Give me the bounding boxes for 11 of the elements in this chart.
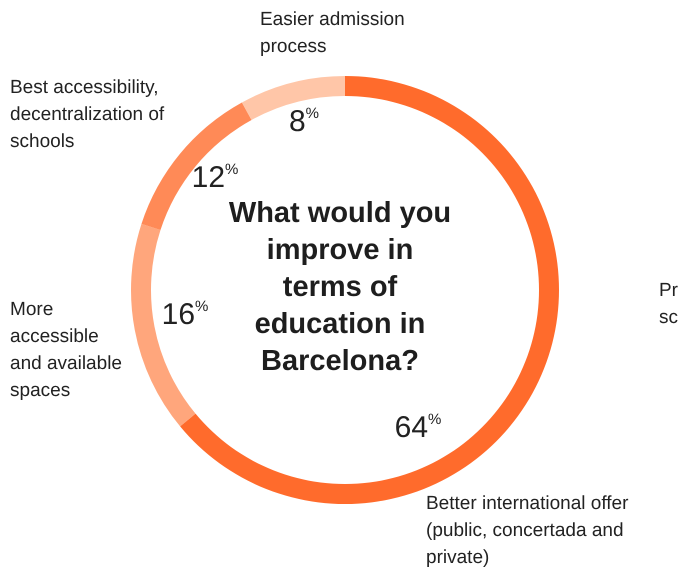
- data-label: 12%: [190, 160, 240, 196]
- data-label: 64%: [394, 410, 442, 446]
- text: Pr sc: [659, 279, 679, 330]
- slice-label: Best accessibility, decentralization of schools: [10, 76, 166, 154]
- data-label: 16%: [160, 297, 210, 333]
- donut-slice: [131, 224, 196, 426]
- slice-label: Better international offer (public, concertada and private): [426, 492, 630, 570]
- slice-label: More accessible and available spaces: [10, 298, 123, 403]
- data-label: 8%: [288, 104, 320, 140]
- text: What would you improve in terms of education in Barcelona?: [228, 196, 452, 379]
- slice-label: Easier admission process: [260, 8, 406, 59]
